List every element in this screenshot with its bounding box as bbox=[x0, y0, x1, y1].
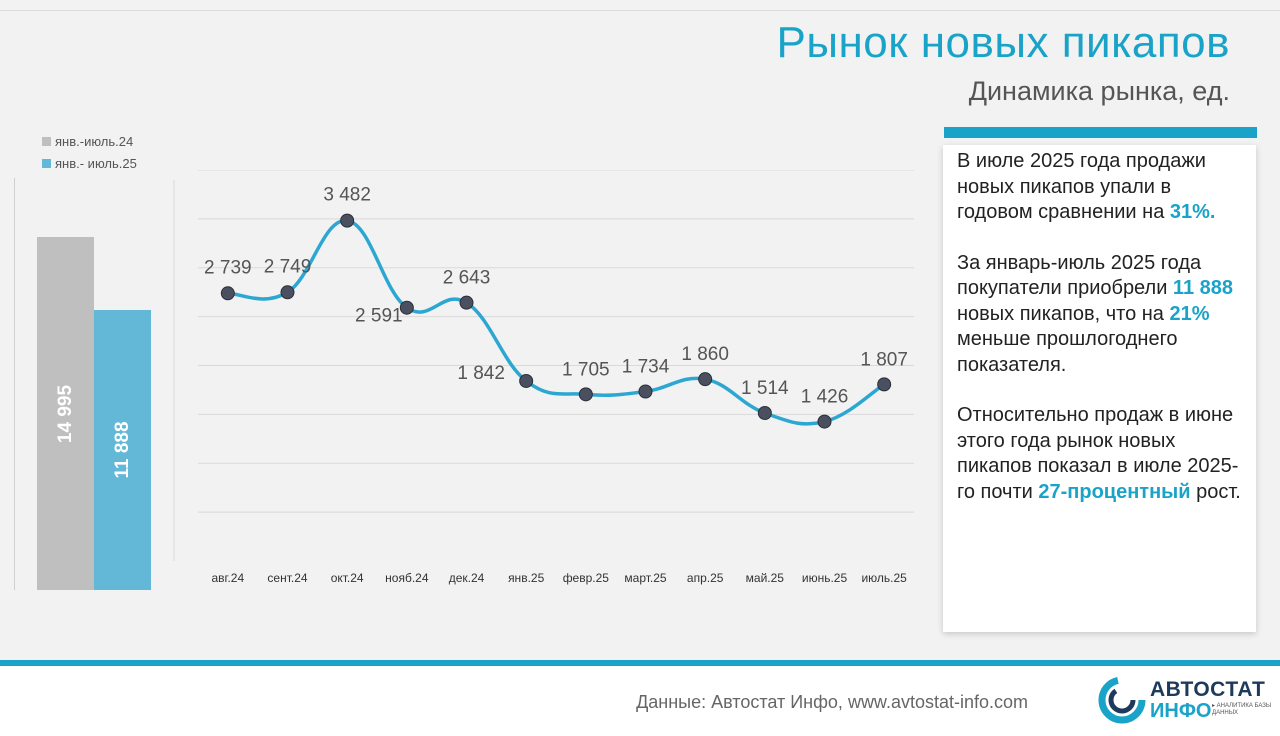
info-paragraph-3: Относительно продаж в июне этого года ры… bbox=[957, 403, 1247, 505]
info-p2-text-a: За январь-июль 2025 года покупатели прио… bbox=[957, 251, 1202, 300]
data-point bbox=[519, 373, 534, 388]
legend-item-prev: янв.-июль.24 bbox=[42, 130, 137, 152]
data-label: 2 739 bbox=[204, 257, 252, 278]
legend-label-prev: янв.-июль.24 bbox=[55, 133, 134, 149]
bar-prev-year: 14 995 bbox=[37, 236, 94, 590]
info-p3-text-b: рост. bbox=[1190, 480, 1241, 503]
legend-swatch-prev bbox=[42, 136, 51, 146]
data-point bbox=[757, 406, 772, 421]
info-accent-bar bbox=[944, 127, 1257, 138]
ytd-legend: янв.-июль.24 янв.- июль.25 bbox=[42, 130, 137, 174]
data-point bbox=[698, 372, 713, 387]
logo-swirl-icon bbox=[1098, 676, 1146, 724]
data-label: 1 705 bbox=[562, 359, 610, 380]
x-tick-label: июль.25 bbox=[861, 571, 907, 585]
logo-tagline: ▸ АНАЛИТИКА БАЗЫ ДАННЫХ bbox=[1212, 703, 1272, 716]
data-point bbox=[399, 300, 414, 315]
x-tick-label: апр.25 bbox=[687, 571, 724, 585]
data-point bbox=[459, 295, 474, 310]
x-tick-label: янв.25 bbox=[508, 571, 545, 585]
info-p2-text-b: новых пикапов, что на bbox=[957, 302, 1170, 325]
info-p1-text: В июле 2025 года продажи новых пикапов у… bbox=[957, 150, 1206, 223]
data-point bbox=[638, 384, 653, 399]
data-point bbox=[578, 387, 593, 402]
source-note: Данные: Автостат Инфо, www.avtostat-info… bbox=[636, 692, 1028, 712]
x-tick-label: дек.24 bbox=[449, 571, 485, 585]
bottom-accent-band bbox=[0, 660, 1280, 666]
info-p3-highlight: 27-процентный bbox=[1038, 480, 1191, 503]
data-point bbox=[280, 285, 295, 300]
footer bbox=[0, 666, 1280, 736]
info-paragraph-2: За январь-июль 2025 года покупатели прио… bbox=[957, 251, 1247, 379]
data-point bbox=[877, 377, 892, 392]
info-p1-highlight: 31%. bbox=[1169, 201, 1216, 223]
monthly-line-chart: 2 739 авг.24 2 749 сент.24 3 482 окт.24 2 591 н… bbox=[173, 170, 914, 585]
x-tick-label: март.25 bbox=[624, 571, 667, 585]
x-tick-label: авг.24 bbox=[212, 571, 245, 585]
data-label: 2 643 bbox=[443, 268, 491, 289]
info-card: В июле 2025 года продажи новых пикапов у… bbox=[943, 145, 1256, 632]
data-label: 1 842 bbox=[457, 363, 505, 384]
x-tick-label: нояб.24 bbox=[385, 571, 429, 585]
info-text: В июле 2025 года продажи новых пикапов у… bbox=[957, 149, 1247, 530]
x-tick-label: февр.25 bbox=[563, 571, 610, 585]
top-divider bbox=[0, 10, 1280, 11]
x-tick-label: окт.24 bbox=[331, 571, 364, 585]
info-p2-highlight-1: 11 888 bbox=[1172, 277, 1233, 299]
info-p2-text-c: меньше прошлогоднего показателя. bbox=[957, 328, 1178, 376]
logo-word-1: АВТОСТАТ bbox=[1150, 678, 1266, 701]
data-label: 1 860 bbox=[681, 344, 729, 365]
logo-word-2: ИНФО bbox=[1150, 700, 1212, 722]
data-label: 1 807 bbox=[860, 349, 908, 370]
page-title: Рынок новых пикапов bbox=[776, 18, 1230, 67]
info-paragraph-1: В июле 2025 года продажи новых пикапов у… bbox=[957, 149, 1247, 226]
info-p2-highlight-2: 21% bbox=[1169, 302, 1210, 325]
legend-swatch-curr bbox=[42, 158, 51, 168]
data-label: 2 591 bbox=[355, 306, 403, 327]
data-point bbox=[340, 213, 355, 228]
data-label: 1 426 bbox=[801, 387, 849, 408]
avtostat-logo: АВТОСТАТ ИНФО ▸ АНАЛИТИКА БАЗЫ ДАННЫХ bbox=[1098, 674, 1271, 724]
x-tick-label: май.25 bbox=[746, 571, 785, 585]
x-tick-label: июнь.25 bbox=[802, 571, 848, 585]
data-point bbox=[220, 286, 235, 301]
legend-item-curr: янв.- июль.25 bbox=[42, 152, 137, 174]
bar-curr-year: 11 888 bbox=[94, 310, 151, 590]
data-label: 1 734 bbox=[622, 357, 670, 378]
data-label: 2 749 bbox=[264, 256, 312, 277]
info-p3-text-a: Относительно продаж в июне этого года ры… bbox=[957, 404, 1239, 503]
bar-label-prev: 14 995 bbox=[54, 384, 76, 443]
bar-axis bbox=[14, 178, 15, 590]
x-tick-label: сент.24 bbox=[267, 571, 307, 585]
page-subtitle: Динамика рынка, ед. bbox=[968, 76, 1230, 106]
bar-label-curr: 11 888 bbox=[111, 421, 133, 479]
data-label: 3 482 bbox=[323, 185, 371, 206]
data-point bbox=[817, 414, 832, 429]
legend-label-curr: янв.- июль.25 bbox=[55, 155, 137, 171]
ytd-bar-chart: 14 995 11 888 bbox=[14, 178, 164, 590]
data-label: 1 514 bbox=[741, 378, 789, 399]
